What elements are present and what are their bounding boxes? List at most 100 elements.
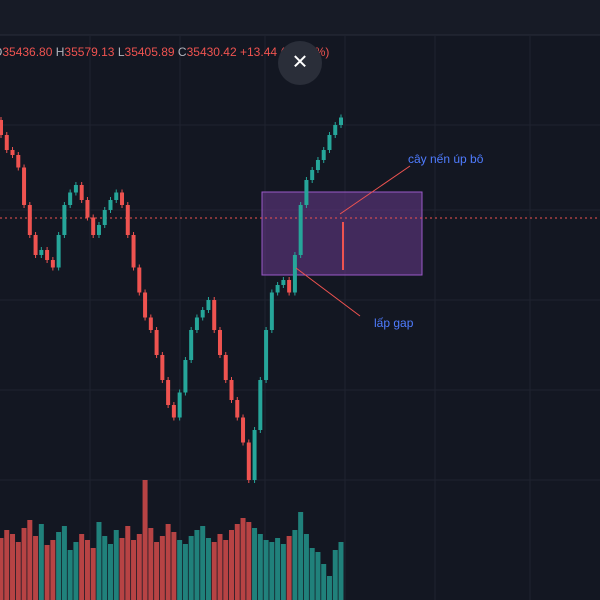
volume-bar [79, 534, 85, 600]
candle-body [206, 300, 211, 310]
volume-bar [303, 534, 309, 600]
candle-body [102, 210, 107, 225]
candle-body [79, 185, 84, 200]
volume-bar [298, 512, 304, 600]
grid [0, 36, 600, 600]
legend-label: H [56, 45, 65, 59]
legend-value: 35405.89 [125, 45, 175, 59]
candle-body [281, 280, 286, 285]
candle-body [137, 267, 142, 293]
volume-bar [0, 538, 4, 600]
volume-bar [332, 550, 338, 600]
candle-body [22, 167, 27, 205]
candle-body [27, 205, 32, 235]
close-button[interactable] [278, 41, 322, 85]
candle-body [56, 235, 61, 268]
close-icon[interactable]: ✕ [292, 51, 309, 73]
candle-body [148, 317, 153, 330]
volume-bar [275, 538, 281, 600]
volume-bar [177, 540, 183, 600]
candle-body [50, 260, 55, 268]
volume-bar [252, 528, 258, 600]
volume-bar [113, 530, 119, 600]
candle-body [108, 200, 113, 210]
candle-body [287, 280, 292, 293]
candle-body [246, 442, 251, 480]
candle-body [125, 205, 130, 235]
volume-bar [280, 544, 286, 600]
candle-body [131, 235, 136, 268]
volume-bar [246, 522, 252, 600]
volume-bar [315, 552, 321, 600]
volume-bar [67, 550, 73, 600]
candle-body [252, 430, 257, 480]
volume-bar [4, 530, 10, 600]
candle-body [292, 255, 297, 293]
candle-body [166, 380, 171, 405]
annotation-arrow [339, 165, 411, 215]
top-bar [0, 0, 600, 35]
volume-bar [263, 540, 269, 600]
volume-bar [171, 532, 177, 600]
candle-body [39, 250, 44, 255]
legend-value: 35436.80 [2, 45, 52, 59]
candle-body [339, 117, 343, 125]
volume-bar [131, 540, 137, 600]
candle-body [189, 330, 194, 360]
candle-body [4, 135, 9, 150]
volume-bar [211, 542, 217, 600]
candle-body [212, 300, 217, 330]
volume-bar [257, 534, 263, 600]
volume-bar [269, 542, 275, 600]
candle-body [114, 192, 119, 200]
candle-body [160, 355, 165, 380]
candle-body [154, 330, 159, 355]
legend-label: C [178, 45, 187, 59]
volume-bar [240, 518, 246, 600]
annotation: cây nến úp bô [408, 152, 484, 166]
candle-body [333, 125, 338, 135]
volume-bar [38, 524, 44, 600]
candle-body [229, 380, 234, 400]
volume-bar [217, 534, 223, 600]
volume-bar [27, 520, 33, 600]
volume-bar [223, 540, 229, 600]
candle-body [45, 250, 50, 260]
candle-body [327, 135, 332, 150]
legend-label: O [0, 45, 2, 59]
candle-body [223, 355, 228, 380]
volume-bar [229, 530, 235, 600]
candle-body [91, 217, 96, 235]
volume-bar [188, 536, 194, 600]
candle-body [258, 380, 263, 430]
annotation: lấp gap [374, 316, 414, 330]
candle-body [298, 205, 303, 255]
candle-body [275, 285, 280, 293]
candle-body [10, 150, 15, 155]
volume-bar [21, 528, 27, 600]
volume-bar [56, 532, 62, 600]
candle-body [315, 160, 320, 170]
volume-bar [286, 536, 292, 600]
volume-bar [205, 538, 211, 600]
volume-bar [33, 536, 39, 600]
volume-bar [292, 530, 298, 600]
volume-bar [50, 540, 56, 600]
candle-body [62, 205, 67, 235]
volume-bar [321, 564, 327, 600]
annotation-arrow [295, 267, 361, 317]
volume-bar [15, 542, 21, 600]
volume-bar [165, 524, 171, 600]
legend-value: 35579.13 [64, 45, 114, 59]
volume-bar [234, 524, 240, 600]
candle-body [0, 120, 3, 135]
candle-body [321, 150, 326, 160]
volume-bar [10, 534, 16, 600]
candle-body [16, 155, 21, 168]
volume-bar [159, 536, 165, 600]
volume-bar [90, 548, 96, 600]
candle-body [177, 392, 182, 418]
volume-bar [107, 544, 113, 600]
candle-body [200, 310, 205, 318]
candle-body [217, 330, 222, 355]
